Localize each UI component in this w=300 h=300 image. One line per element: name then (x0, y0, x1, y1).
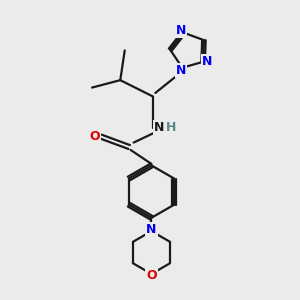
Text: N: N (176, 24, 186, 37)
Text: N: N (154, 121, 164, 134)
Text: N: N (146, 223, 157, 236)
Text: N: N (176, 64, 186, 76)
Text: O: O (146, 269, 157, 282)
Text: N: N (202, 55, 212, 68)
Text: H: H (166, 121, 177, 134)
Text: O: O (90, 130, 100, 142)
